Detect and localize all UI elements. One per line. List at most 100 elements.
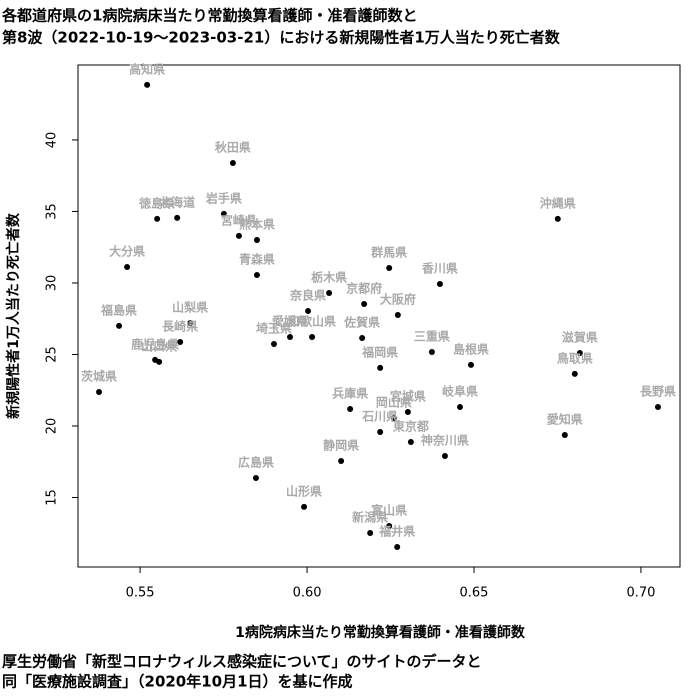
point xyxy=(467,361,474,368)
point-label: 高知県 xyxy=(129,61,165,76)
point-label: 和歌山県 xyxy=(287,314,336,329)
point xyxy=(654,403,661,410)
point xyxy=(116,322,123,329)
point xyxy=(301,503,308,510)
point xyxy=(235,232,242,239)
y-tick-label: 30 xyxy=(45,275,60,292)
point-label: 大阪府 xyxy=(380,291,416,306)
point-label: 山梨県 xyxy=(172,300,208,315)
point xyxy=(386,522,393,529)
point xyxy=(390,414,397,421)
point-label: 宮城県 xyxy=(390,388,426,403)
point-label: 青森県 xyxy=(239,251,275,266)
point xyxy=(270,341,277,348)
point xyxy=(229,159,236,166)
point-label: 兵庫県 xyxy=(332,385,368,400)
point-label: 鹿児島県 xyxy=(131,336,179,351)
point xyxy=(144,81,151,88)
point xyxy=(571,370,578,377)
x-tick-label: 0.55 xyxy=(126,586,155,601)
point-label: 長崎県 xyxy=(162,319,198,334)
point xyxy=(456,403,463,410)
point-label: 埼玉県 xyxy=(256,321,292,336)
point xyxy=(252,475,259,482)
point xyxy=(156,358,163,365)
point xyxy=(309,334,316,341)
point-label: 京都府 xyxy=(346,280,382,295)
point-label: 沖縄県 xyxy=(540,195,576,210)
point xyxy=(561,431,568,438)
point-label: 滋賀県 xyxy=(562,330,598,345)
point-label: 群馬県 xyxy=(370,244,407,259)
x-axis-label: 1病院病床当たり常勤換算看護師・准看護師数 xyxy=(235,624,526,641)
point-label: 奈良県 xyxy=(289,287,326,302)
point xyxy=(359,335,366,342)
point xyxy=(124,263,131,270)
y-tick-label: 40 xyxy=(45,132,60,149)
point-label: 福井県 xyxy=(378,523,415,538)
point-label: 福島県 xyxy=(100,302,137,317)
x-tick-label: 0.65 xyxy=(460,586,489,601)
chart-title: 第8波（2022-10-19〜2023-03-21）における新規陽性者1万人当た… xyxy=(2,29,561,47)
point xyxy=(347,405,354,412)
point-label: 山形県 xyxy=(286,483,322,498)
point-label: 大分県 xyxy=(109,243,145,258)
point xyxy=(177,339,184,346)
point xyxy=(361,300,368,307)
point xyxy=(436,280,443,287)
y-axis-label: 新規陽性者1万人当たり死亡者数 xyxy=(5,212,22,419)
caption: 同「医療施設調査」（2020年10月1日）を基に作成 xyxy=(2,673,353,691)
point-label: 石川県 xyxy=(361,409,398,423)
y-tick-label: 20 xyxy=(45,418,60,435)
point xyxy=(287,334,294,341)
point-label: 愛知県 xyxy=(547,411,583,426)
point xyxy=(377,428,384,435)
point-label: 宮崎県 xyxy=(221,212,257,227)
x-tick-label: 0.60 xyxy=(293,586,322,601)
point xyxy=(576,350,583,357)
point xyxy=(305,307,312,314)
y-tick-label: 35 xyxy=(45,203,60,220)
y-tick-label: 25 xyxy=(45,346,60,363)
point-label: 広島県 xyxy=(238,455,274,470)
point xyxy=(326,289,333,296)
point-label: 東京都 xyxy=(393,419,429,434)
point-label: 香川県 xyxy=(421,260,458,275)
point-label: 徳島県 xyxy=(138,195,175,210)
point-label: 岡山県 xyxy=(376,394,412,409)
point-label: 山口県 xyxy=(141,338,177,353)
point xyxy=(253,271,260,278)
point-label: 岐阜県 xyxy=(442,383,478,398)
point xyxy=(253,237,260,244)
y-tick-label: 15 xyxy=(45,489,60,506)
point xyxy=(428,349,435,356)
point-label: 島根県 xyxy=(453,341,489,356)
point xyxy=(154,215,161,222)
point xyxy=(386,264,393,271)
point-label: 北海道 xyxy=(159,194,195,209)
point xyxy=(367,529,374,536)
point xyxy=(174,214,181,221)
plot-frame xyxy=(77,64,681,568)
point-label: 愛媛県 xyxy=(272,314,308,329)
point-label: 鳥取県 xyxy=(557,350,593,365)
point-label: 栃木県 xyxy=(311,269,347,284)
point-label: 佐賀県 xyxy=(343,315,380,330)
point-label: 新潟県 xyxy=(352,509,388,524)
point xyxy=(338,458,345,465)
point-label: 神奈川県 xyxy=(421,433,469,448)
point xyxy=(404,408,411,415)
point-label: 福岡県 xyxy=(361,344,398,359)
point-label: 茨城県 xyxy=(81,368,117,383)
point-label: 長野県 xyxy=(640,383,676,398)
point xyxy=(220,210,227,217)
point xyxy=(394,543,401,550)
point xyxy=(554,215,561,222)
caption: 厚生労働省「新型コロナウィルス感染症について」のサイトのデータと xyxy=(2,653,482,671)
point-label: 岩手県 xyxy=(205,190,242,205)
point xyxy=(407,439,414,446)
x-tick-label: 0.70 xyxy=(626,586,655,601)
point xyxy=(96,388,103,395)
point-label: 富山県 xyxy=(371,502,407,517)
